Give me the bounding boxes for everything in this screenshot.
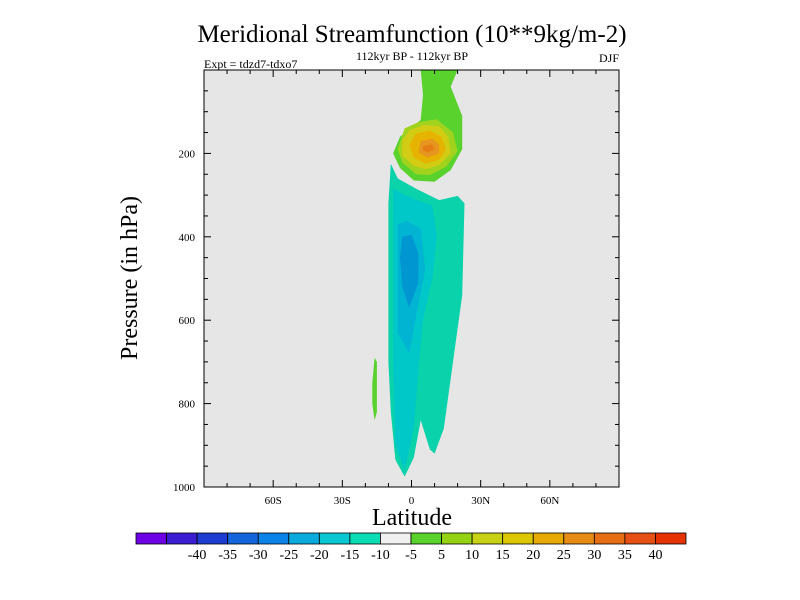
colorbar-label: -35 [218, 548, 237, 563]
y-tick-label: 600 [179, 315, 196, 327]
colorbar-label: 5 [438, 548, 445, 563]
y-tick-label: 200 [179, 148, 196, 160]
colorbar-label: -10 [371, 548, 390, 563]
y-axis-label: Pressure (in hPa) [117, 196, 143, 360]
colorbar-label: -15 [341, 548, 360, 563]
x-tick-label: 0 [409, 495, 415, 507]
colorbar-label: -40 [188, 548, 207, 563]
contour-region-negative-20 [400, 234, 419, 308]
colorbar-swatch [624, 532, 656, 545]
chart-title: Meridional Streamfunction (10**9kg/m-2) [197, 21, 626, 48]
colorbar-swatch [410, 532, 442, 545]
colorbar-swatch [227, 532, 259, 545]
colorbar-label: 30 [587, 548, 601, 563]
experiment-label: Expt = tdzd7-tdxo7 [204, 57, 297, 71]
contour-region-small-positive-patch [372, 357, 377, 421]
colorbar-label: 10 [465, 548, 479, 563]
colorbar-swatch [166, 532, 198, 545]
contour-regions [372, 70, 465, 477]
colorbar-label: 25 [557, 548, 571, 563]
colorbar-labels: -40 -35 -30 -25 -20 -15 -10 -5 5 10 15 20 25 30 35 40 [188, 548, 663, 563]
colorbar-label: -5 [405, 548, 417, 563]
x-tick-label: 60S [265, 495, 282, 507]
colorbar-swatch [288, 532, 320, 545]
colorbar-swatch [502, 532, 534, 545]
y-tick-label: 800 [179, 399, 196, 411]
y-tick-labels: 200 400 600 800 1000 [173, 148, 196, 494]
y-tick-label: 1000 [173, 482, 196, 494]
colorbar-swatch [471, 532, 504, 545]
x-tick-labels: 60S 30S 0 30N 60N [265, 495, 560, 507]
x-tick-label: 30S [334, 495, 351, 507]
colorbar-swatch [441, 532, 473, 545]
colorbar-label: -30 [249, 548, 268, 563]
colorbar [135, 532, 687, 545]
colorbar-swatch [563, 532, 595, 545]
y-tick-label: 400 [179, 232, 196, 244]
colorbar-swatch [135, 532, 167, 545]
colorbar-swatch [532, 532, 565, 545]
colorbar-swatch [380, 532, 412, 545]
contour-region-positive-30 [423, 144, 435, 153]
colorbar-swatch [196, 532, 229, 545]
colorbar-swatch [349, 532, 381, 545]
colorbar-label: -20 [310, 548, 329, 563]
x-tick-label: 60N [540, 495, 559, 507]
colorbar-swatch [593, 532, 626, 545]
colorbar-label: 15 [496, 548, 510, 563]
axis-ticks [204, 70, 619, 487]
colorbar-swatch [655, 532, 687, 545]
x-tick-label: 30N [471, 495, 490, 507]
season-label: DJF [599, 51, 619, 65]
colorbar-label: 20 [526, 548, 540, 563]
colorbar-swatch [318, 532, 351, 545]
x-axis-label: Latitude [372, 505, 452, 531]
colorbar-label: -25 [279, 548, 298, 563]
colorbar-swatch [257, 532, 290, 545]
colorbar-label: 40 [648, 548, 662, 563]
colorbar-label: 35 [618, 548, 632, 563]
chart-subtitle: 112kyr BP - 112kyr BP [356, 49, 468, 63]
